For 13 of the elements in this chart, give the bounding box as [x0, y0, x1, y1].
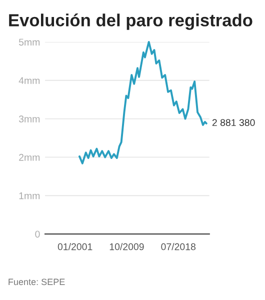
x-tick-label: 07/2018 — [161, 243, 196, 250]
y-tick-label: 5mm — [18, 38, 40, 46]
y-tick-label: 3mm — [18, 116, 40, 122]
annotation: 2 881 380 — [212, 119, 255, 126]
chart-title: Evolución del paro registrado — [9, 14, 252, 30]
y-tick-label: 1mm — [19, 192, 40, 200]
y-tick-label: 2mm — [19, 154, 40, 161]
y-tick-label: 0 — [35, 230, 40, 238]
line-series — [78, 41, 208, 164]
source-note: Fuente: SEPE — [8, 278, 65, 286]
x-tick-label: 01/2001 — [58, 243, 92, 250]
x-tick-label: 10/2009 — [110, 243, 144, 250]
y-tick-label: 4mm — [18, 77, 40, 84]
